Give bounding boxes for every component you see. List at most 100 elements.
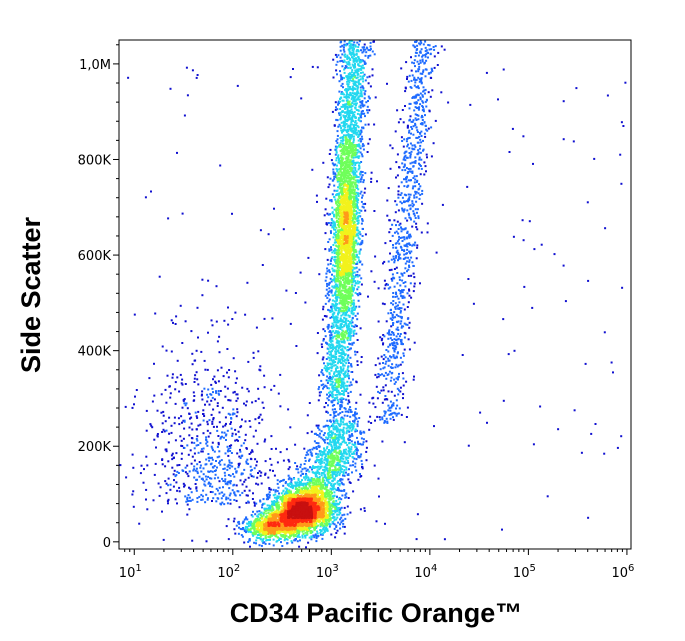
density-point [336,350,339,353]
density-point [357,46,360,48]
density-point [330,443,333,446]
density-point [395,313,398,316]
density-point [369,49,372,52]
density-point [333,213,335,216]
density-point [349,127,352,130]
density-point [355,210,358,213]
density-point [186,407,189,410]
density-point [353,82,356,85]
density-point [354,84,357,87]
density-point [400,316,403,319]
density-point [286,538,289,541]
density-point [339,423,342,426]
density-point [311,65,314,68]
density-point [380,389,383,392]
density-point [353,457,356,460]
density-point [354,71,357,74]
density-point [354,65,356,68]
density-point [397,193,400,196]
density-point [362,441,365,444]
density-point [201,278,204,281]
density-point [325,447,328,450]
density-point [339,459,342,461]
density-point [420,231,423,234]
density-point [335,147,338,150]
density-point [351,63,354,66]
density-point [360,68,363,71]
density-point [355,153,358,156]
density-point [354,45,357,48]
density-point [420,48,423,51]
density-point [333,422,336,425]
density-point [201,398,204,401]
density-point [277,392,280,395]
density-point [325,368,328,371]
density-point [337,313,340,316]
density-point [299,463,302,466]
density-point [325,379,328,382]
density-point [296,468,299,471]
density-point [354,407,357,410]
density-point [252,510,254,513]
density-point [329,434,332,436]
density-point [305,469,308,472]
density-point [189,449,192,452]
density-point [387,390,390,393]
density-point [404,159,407,162]
density-point [333,215,335,218]
density-point [331,356,334,358]
density-point [193,441,196,444]
density-point [352,89,354,92]
density-point [361,263,364,266]
density-point [331,330,334,333]
density-point [339,523,341,526]
density-point [355,98,358,101]
density-point [418,80,421,83]
density-point [309,448,312,451]
density-point [392,324,394,326]
density-point [166,374,169,377]
density-point [250,475,253,478]
density-point [365,440,368,443]
density-point [307,256,310,259]
density-point [404,86,407,89]
density-point [331,391,334,394]
density-point [361,205,364,208]
density-point [343,116,346,119]
density-point [336,422,339,425]
density-point [225,496,228,499]
density-point [383,410,386,413]
density-point [351,160,353,163]
density-point [139,472,142,475]
density-point [332,416,335,419]
density-point [349,45,352,48]
density-point [371,397,374,400]
density-point [323,450,326,453]
density-point [289,322,292,325]
density-point [402,145,405,148]
density-point [407,256,410,259]
density-point [302,484,305,487]
density-point [338,507,341,509]
density-point [132,466,135,469]
density-point [272,544,275,547]
density-point [401,343,403,346]
density-point [406,232,409,234]
density-point [238,506,241,509]
density-point [264,460,267,463]
density-point [343,128,345,131]
density-point [348,401,351,404]
density-point [336,180,339,183]
density-point [361,194,364,197]
density-point [396,352,399,355]
density-point [340,401,343,404]
density-point [342,426,345,429]
density-point [246,458,249,461]
density-point [135,389,138,391]
density-point [346,88,349,91]
density-point [351,92,354,95]
density-point [397,185,400,188]
density-point [233,517,236,520]
density-point [344,330,347,333]
density-point [424,125,427,127]
